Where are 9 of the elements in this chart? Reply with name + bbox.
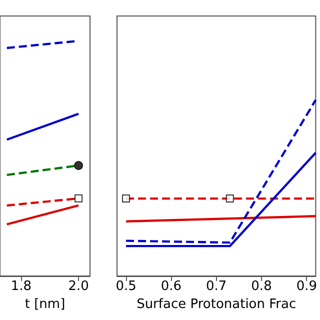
x-axis-title: Surface Protonation Frac: [136, 297, 296, 312]
x-axis-title: t [nm]: [24, 297, 66, 312]
x-tick-label: 1.8: [10, 279, 32, 294]
x-tick-label: 2.0: [68, 279, 89, 294]
x-tick-label: 0.8: [251, 279, 272, 294]
x-tick-label: 0.9: [296, 279, 318, 294]
x-tick-label: 0.6: [160, 279, 182, 294]
x-tick-label: 0.5: [116, 279, 136, 294]
x-tick-label: 0.7: [206, 279, 227, 294]
